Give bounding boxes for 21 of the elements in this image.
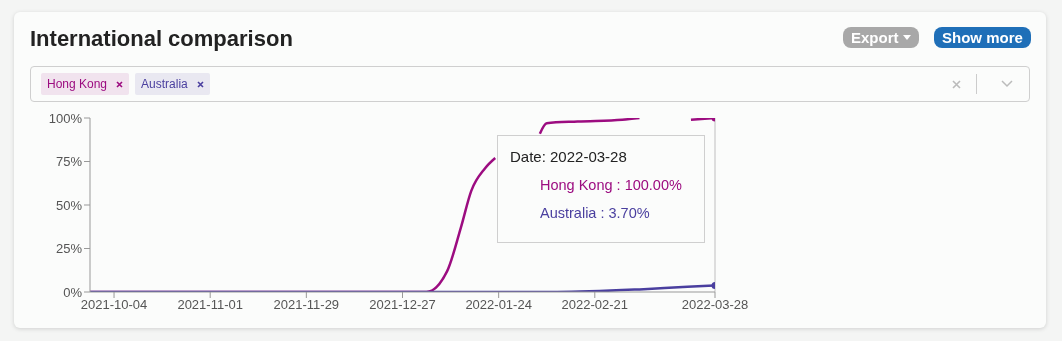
y-tick-label: 75%	[55, 154, 83, 170]
legend-label: Australia	[141, 77, 188, 91]
y-tick-label: 50%	[55, 197, 83, 213]
chart-title: International comparison	[30, 26, 293, 52]
text: Export	[851, 29, 899, 46]
x-tick-label: 2021-10-04	[80, 297, 148, 313]
x-tick-label: 2022-02-21	[561, 297, 629, 313]
legend-label: Hong Kong	[47, 77, 108, 91]
x-tick-label: 2022-03-28	[681, 297, 749, 313]
text: Show more	[934, 27, 1031, 48]
annotation: Australia : 3.70%	[540, 205, 651, 221]
y-tick-label: 25%	[55, 241, 83, 257]
x-tick-label: 2021-11-29	[273, 297, 340, 313]
tooltip-panel: Date: 2022-03-28 Hong Kong : 100.00% Australia : 3.70%	[497, 135, 705, 243]
x-tick-label: 2022-01-24	[465, 297, 532, 313]
annotation: Hong Kong : 100.00%	[540, 177, 683, 193]
y-tick-label: 100%	[48, 110, 83, 126]
x-tick-label: 2021-11-01	[177, 297, 243, 313]
y-tick-label: 0%	[63, 284, 83, 300]
x-tick-label: 2021-12-27	[369, 297, 436, 313]
annotation: Date: 2022-03-28	[510, 148, 628, 165]
